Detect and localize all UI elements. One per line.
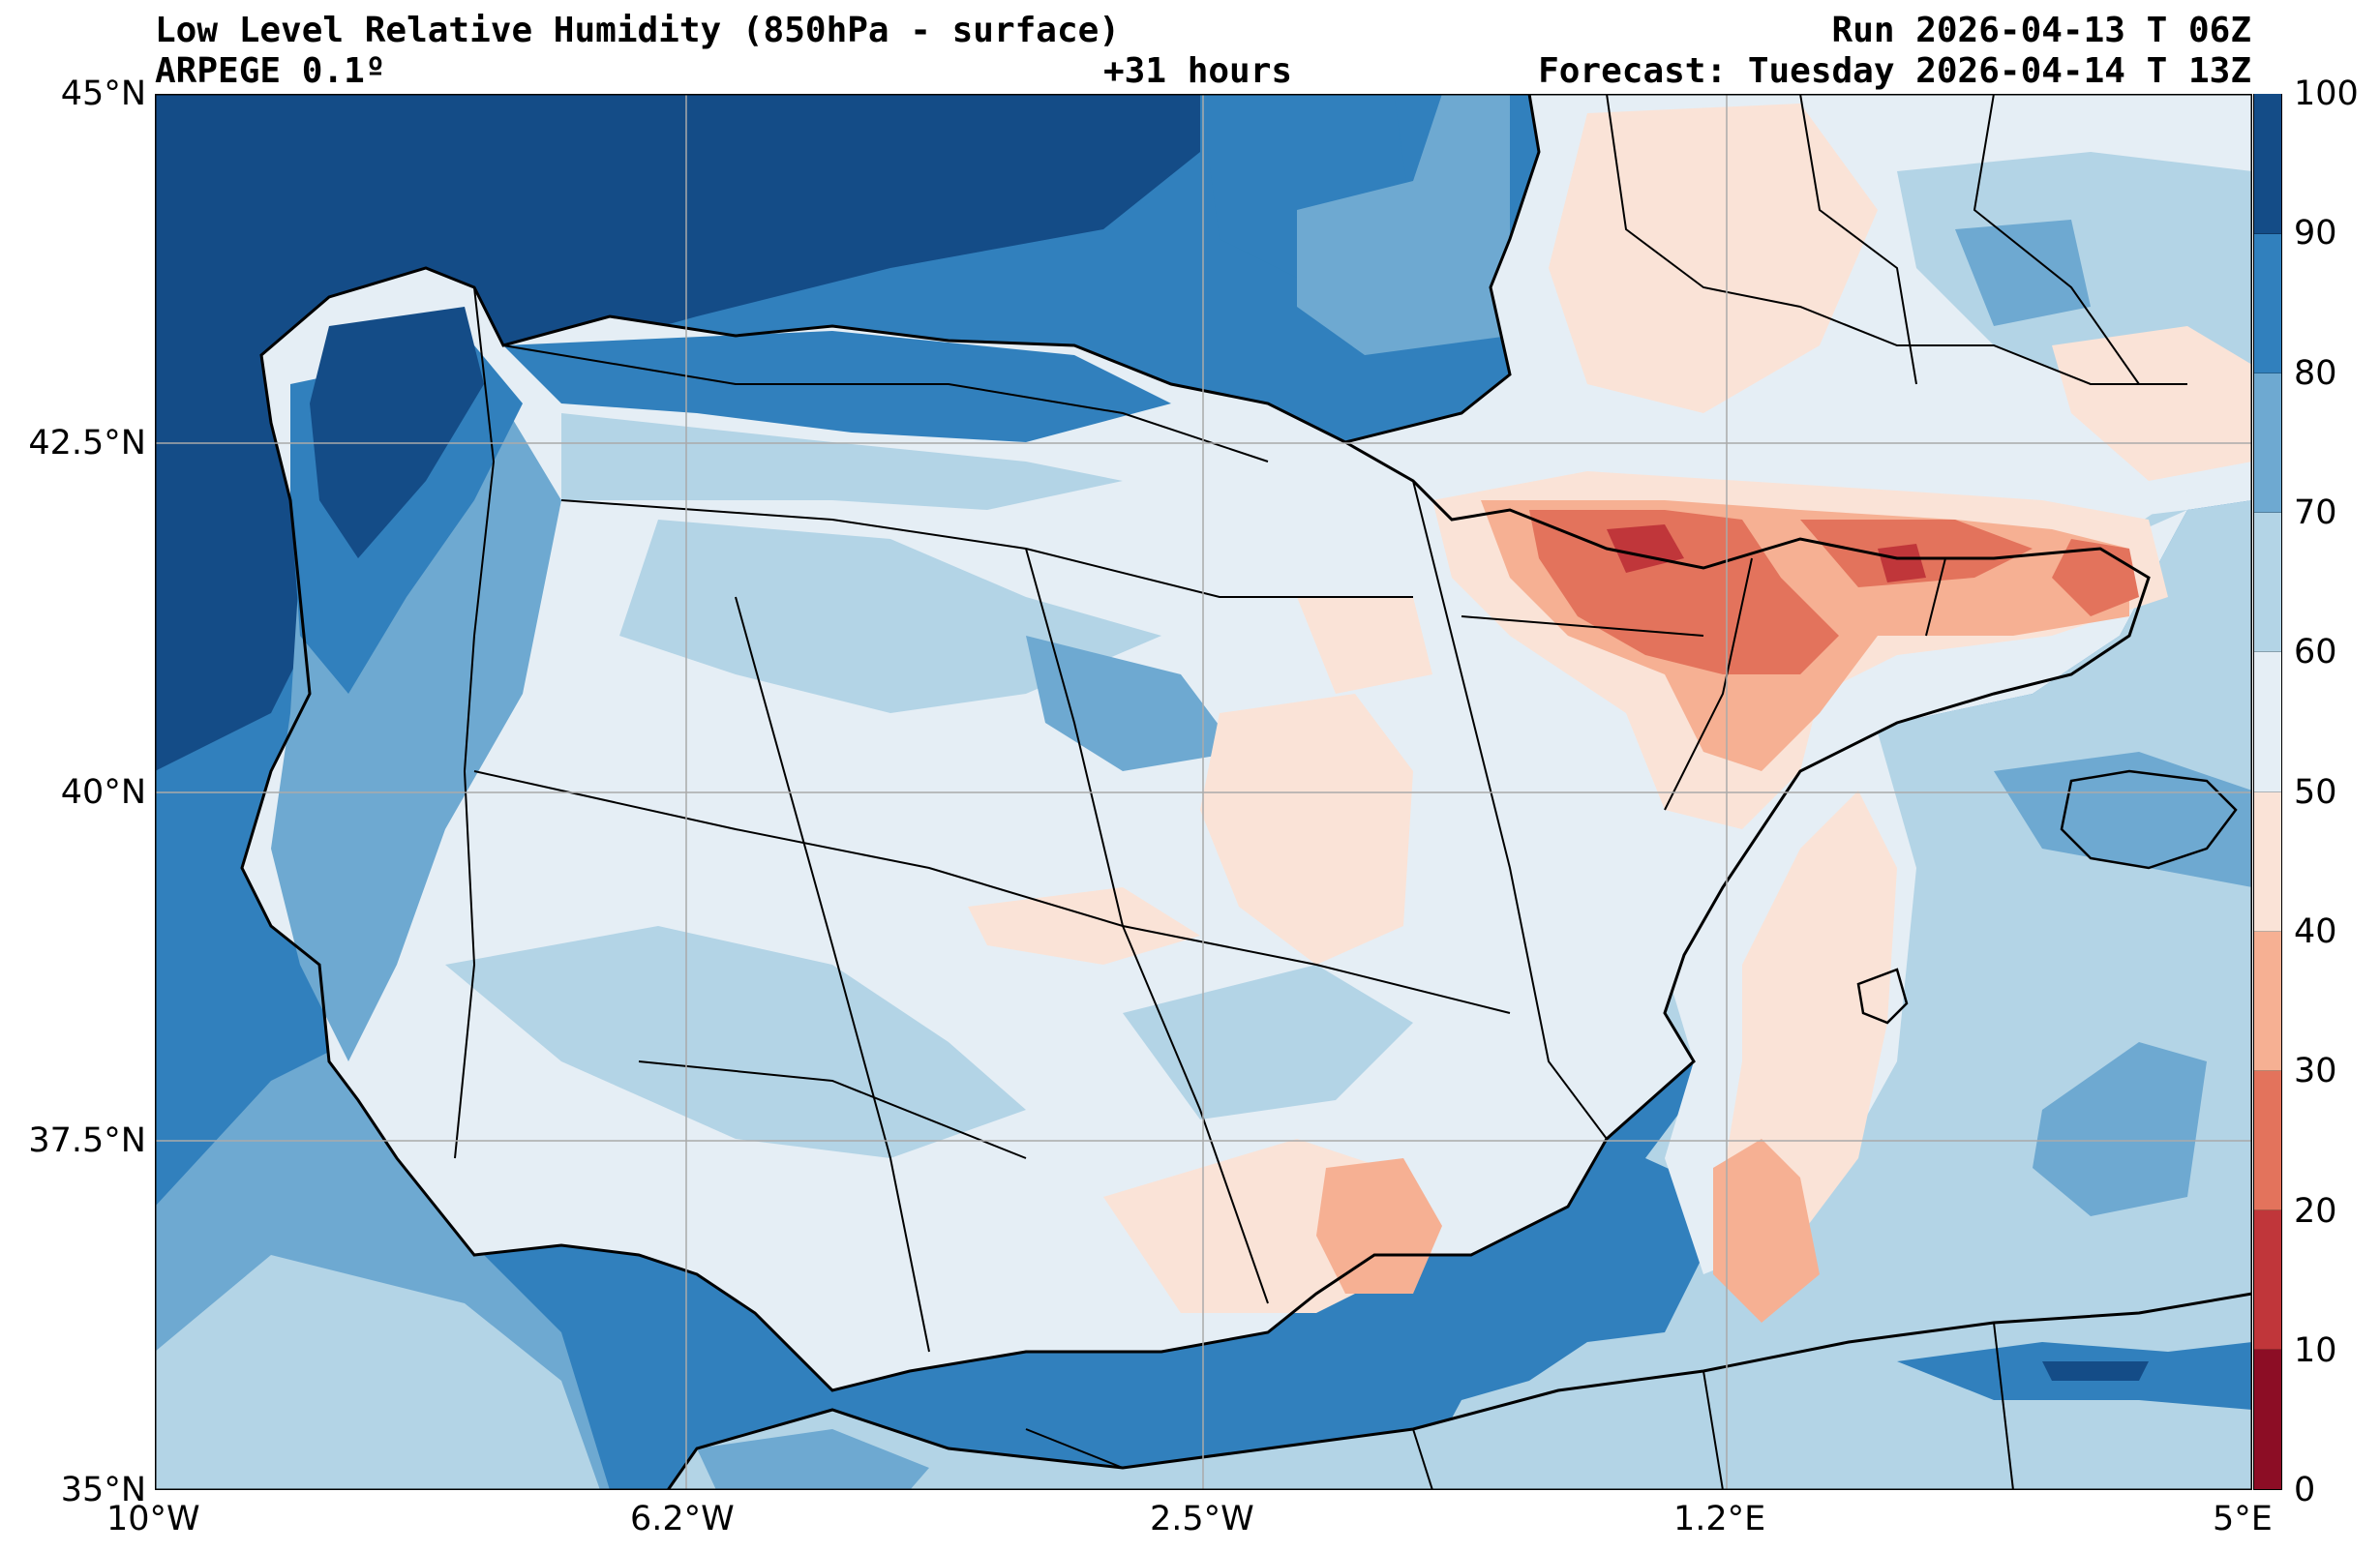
- colorbar-label-100: 100: [2294, 75, 2359, 113]
- run-label: Run 2026-04-13 T 06Z: [1831, 11, 2251, 50]
- iberia-coastline: [240, 266, 2151, 1392]
- lat-label-35: 35°N: [60, 1471, 146, 1509]
- land-humidity-60: [1123, 965, 1413, 1119]
- colorbar: [2253, 94, 2282, 1490]
- map-title: Low Level Relative Humidity (850hPa - su…: [155, 11, 1120, 50]
- colorbar-label-30: 30: [2294, 1052, 2337, 1090]
- lead-time-label: +31 hours: [1103, 51, 1293, 91]
- france-humidity-40: [1549, 104, 1878, 413]
- lat-label-45: 45°N: [60, 75, 146, 113]
- colorbar-segment: [2254, 1069, 2281, 1210]
- colorbar-label-70: 70: [2294, 493, 2337, 532]
- region-borders: [454, 94, 2187, 1490]
- colorbar-segment: [2254, 512, 2281, 653]
- dry-zone-40: [1297, 597, 1432, 694]
- sea-humidity-70: [1994, 752, 2252, 887]
- ocean-low-humidity: [155, 1255, 600, 1490]
- dry-zone-10: [1878, 544, 1926, 582]
- lat-label-37-5: 37.5°N: [28, 1121, 146, 1160]
- colorbar-label-40: 40: [2294, 912, 2337, 951]
- colorbar-label-20: 20: [2294, 1192, 2337, 1231]
- humidity-map: [155, 94, 2252, 1490]
- lon-label-1-2e: 1.2°E: [1673, 1500, 1766, 1538]
- colorbar-label-50: 50: [2294, 773, 2337, 812]
- land-humidity-90: [310, 307, 484, 558]
- sea-humidity-70: [2033, 1042, 2207, 1216]
- colorbar-segment: [2254, 233, 2281, 374]
- france-humidity-70: [1955, 220, 2091, 326]
- land-humidity-70: [1026, 636, 1239, 771]
- dry-zone-40: [1200, 694, 1413, 965]
- sea-humidity-30: [1713, 1139, 1820, 1323]
- lon-label-5e: 5°E: [2213, 1500, 2273, 1538]
- colorbar-segment: [2254, 930, 2281, 1071]
- lon-label-2-5w: 2.5°W: [1150, 1500, 1254, 1538]
- forecast-label: Forecast: Tuesday 2026-04-14 T 13Z: [1538, 51, 2251, 91]
- lat-label-40: 40°N: [60, 773, 146, 812]
- colorbar-segment: [2254, 791, 2281, 932]
- ocean-mid-humidity: [1297, 94, 1510, 355]
- france-coastline: [1344, 94, 1541, 444]
- dry-zone-30: [1316, 1158, 1442, 1294]
- colorbar-segment: [2254, 94, 2281, 235]
- colorbar-label-0: 0: [2294, 1471, 2316, 1509]
- colorbar-label-80: 80: [2294, 354, 2337, 393]
- colorbar-label-10: 10: [2294, 1331, 2337, 1370]
- colorbar-segment: [2254, 373, 2281, 514]
- ibiza-coast: [1856, 968, 1909, 1025]
- colorbar-segment: [2254, 1209, 2281, 1350]
- land-humidity-60: [561, 413, 1123, 510]
- colorbar-label-60: 60: [2294, 633, 2337, 672]
- africa-humidity-70: [697, 1429, 929, 1490]
- dry-zone-40: [968, 887, 1200, 965]
- colorbar-label-90: 90: [2294, 214, 2337, 253]
- land-humidity-80: [503, 331, 1171, 442]
- lat-label-42-5: 42.5°N: [28, 424, 146, 463]
- france-humidity-40: [2052, 326, 2252, 481]
- sea-humidity-40: [1723, 791, 1897, 1236]
- colorbar-segment: [2254, 1349, 2281, 1489]
- north-africa-land: [668, 1294, 2252, 1490]
- lon-label-10w: 10°W: [106, 1500, 200, 1538]
- colorbar-segment: [2254, 651, 2281, 792]
- africa-humidity-90: [2042, 1361, 2149, 1381]
- ocean-high-humidity: [155, 94, 1200, 771]
- model-label: ARPEGE 0.1º: [155, 51, 386, 91]
- mallorca-coast: [2060, 769, 2238, 870]
- lon-label-6-2w: 6.2°W: [630, 1500, 735, 1538]
- graticule: [155, 94, 2252, 1490]
